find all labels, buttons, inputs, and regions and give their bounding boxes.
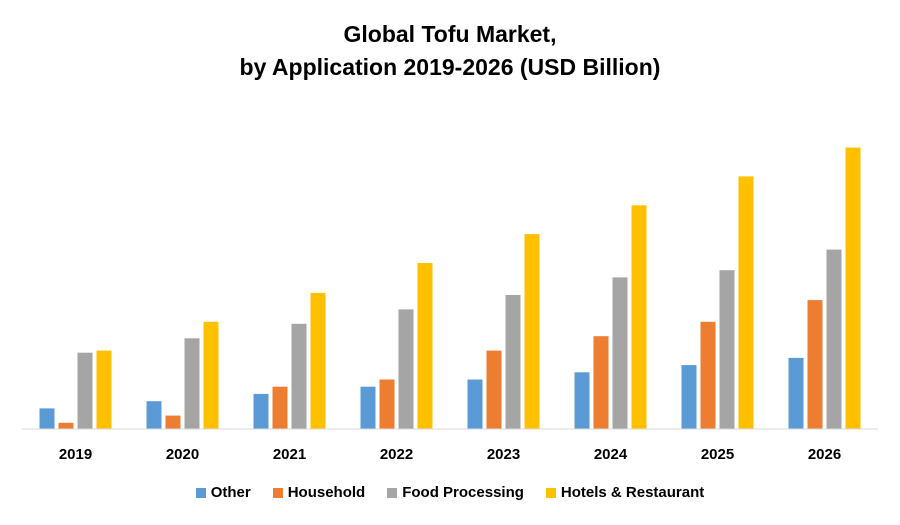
legend-swatch bbox=[272, 487, 283, 498]
x-tick-label: 2021 bbox=[273, 446, 306, 463]
chart-title-line-1: Global Tofu Market, bbox=[343, 21, 557, 47]
x-tick-label: 2020 bbox=[166, 446, 199, 463]
bars-group bbox=[39, 147, 861, 429]
legend-item: Other bbox=[195, 484, 251, 501]
legend-label: Other bbox=[210, 484, 251, 501]
legend-item: Household bbox=[272, 484, 366, 501]
bar-other-2020 bbox=[146, 401, 162, 429]
legend-swatch bbox=[545, 487, 556, 498]
bar-household-2025 bbox=[700, 321, 716, 429]
bar-food-processing-2023 bbox=[505, 295, 521, 429]
x-tick-label: 2025 bbox=[701, 446, 734, 463]
bar-other-2021 bbox=[253, 393, 269, 429]
legend-swatch bbox=[387, 487, 398, 498]
x-tick-label: 2024 bbox=[594, 446, 628, 463]
bar-food-processing-2025 bbox=[719, 270, 735, 429]
bar-household-2019 bbox=[58, 422, 74, 429]
bar-other-2025 bbox=[681, 365, 697, 429]
bar-food-processing-2026 bbox=[826, 249, 842, 429]
legend-label: Hotels & Restaurant bbox=[560, 484, 705, 501]
legend-label: Food Processing bbox=[402, 484, 524, 501]
x-tick-label: 2026 bbox=[808, 446, 841, 463]
bar-household-2024 bbox=[593, 336, 609, 429]
bar-other-2019 bbox=[39, 408, 55, 429]
legend-item: Hotels & Restaurant bbox=[545, 484, 705, 501]
bar-hotels-restaurant-2024 bbox=[631, 205, 647, 429]
legend-item: Food Processing bbox=[387, 484, 524, 501]
x-tick-label: 2022 bbox=[380, 446, 413, 463]
bar-food-processing-2021 bbox=[291, 323, 307, 429]
legend-label: Household bbox=[287, 484, 366, 501]
bar-chart: 2019 2020 2021 2022 2023 2024 2025 2026 bbox=[22, 147, 878, 463]
bar-household-2020 bbox=[165, 415, 181, 429]
bar-food-processing-2022 bbox=[398, 309, 414, 429]
bar-household-2022 bbox=[379, 379, 395, 429]
bar-other-2026 bbox=[788, 357, 804, 429]
bar-other-2024 bbox=[574, 372, 590, 429]
bar-food-processing-2024 bbox=[612, 277, 628, 429]
bar-hotels-restaurant-2025 bbox=[738, 176, 754, 429]
legend-swatch bbox=[195, 487, 206, 498]
bar-other-2023 bbox=[467, 379, 483, 429]
x-tick-label: 2019 bbox=[59, 446, 92, 463]
bar-hotels-restaurant-2019 bbox=[96, 350, 112, 429]
bar-food-processing-2019 bbox=[77, 352, 93, 429]
chart-legend: Other Household Food Processing Hotels & Re… bbox=[0, 484, 900, 501]
bar-hotels-restaurant-2022 bbox=[417, 263, 433, 429]
bar-hotels-restaurant-2021 bbox=[310, 292, 326, 429]
bar-hotels-restaurant-2023 bbox=[524, 234, 540, 429]
bar-household-2021 bbox=[272, 386, 288, 429]
x-tick-label: 2023 bbox=[487, 446, 520, 463]
bar-hotels-restaurant-2020 bbox=[203, 321, 219, 429]
x-tick-labels: 2019 2020 2021 2022 2023 2024 2025 2026 bbox=[59, 446, 841, 463]
bar-household-2023 bbox=[486, 350, 502, 429]
bar-hotels-restaurant-2026 bbox=[845, 147, 861, 429]
bar-household-2026 bbox=[807, 300, 823, 429]
chart-title: Global Tofu Market, by Application 2019-… bbox=[0, 18, 900, 84]
chart-title-line-2: by Application 2019-2026 (USD Billion) bbox=[239, 54, 661, 80]
bar-other-2022 bbox=[360, 386, 376, 429]
bar-food-processing-2020 bbox=[184, 338, 200, 429]
